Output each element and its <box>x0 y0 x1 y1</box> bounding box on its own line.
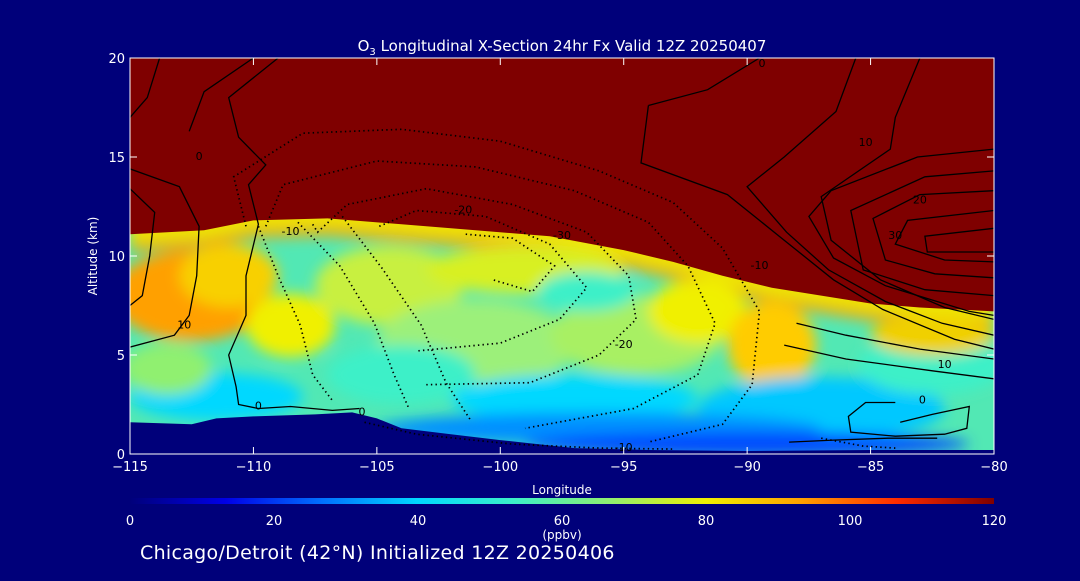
x-axis: −115 −110 −105 −100 −95 −90 −85 −80 <box>112 58 1008 475</box>
contour-line <box>808 148 994 317</box>
contour-line <box>850 170 994 297</box>
y-tick-label: 5 <box>117 349 125 364</box>
contour-label: 10 <box>177 318 191 331</box>
terrain-mask <box>130 412 994 454</box>
contour-line <box>820 58 994 321</box>
gradient-band <box>130 198 994 330</box>
contour-label: 10 <box>938 358 952 371</box>
x-tick-label: −80 <box>980 460 1007 475</box>
contour-label: 0 <box>919 394 926 407</box>
contour-lines <box>130 58 994 450</box>
contour-line <box>924 227 994 253</box>
x-tick-label: −110 <box>236 460 272 475</box>
contour-line <box>784 344 994 380</box>
colorbar-tick-label: 60 <box>554 514 571 529</box>
colorbar-tick-label: 120 <box>982 514 1007 529</box>
contour-line <box>847 401 971 437</box>
contour-label: -30 <box>553 229 571 242</box>
contour-label: 20 <box>913 194 927 207</box>
contour-label: 0 <box>255 400 262 413</box>
contour-line-negative <box>341 215 472 421</box>
concentration-blob <box>246 293 335 357</box>
contour-label: -20 <box>615 338 633 351</box>
contour-line <box>746 58 994 336</box>
x-tick-label: −85 <box>857 460 884 475</box>
title-rest: Longitudinal X-Section 24hr Fx Valid 12Z… <box>376 37 767 55</box>
title-subscript: 3 <box>369 47 375 58</box>
concentration-blob <box>524 432 970 454</box>
x-tick-label: −105 <box>359 460 395 475</box>
contour-line <box>796 322 994 360</box>
colorbar-tick-label: 20 <box>266 514 283 529</box>
contour-line <box>130 58 161 118</box>
contour-line-negative <box>378 209 588 352</box>
colorbar-ticks: 0 20 40 60 80 100 120 <box>126 514 1007 529</box>
concentration-field <box>130 198 994 454</box>
contour-line <box>789 437 938 443</box>
contour-line <box>258 405 360 412</box>
contour-line <box>227 58 279 410</box>
contour-line <box>648 58 760 107</box>
y-tick-label: 15 <box>108 151 125 166</box>
contour-label: -10 <box>282 225 300 238</box>
contour-line <box>188 58 254 132</box>
contour-line <box>130 168 200 348</box>
contour-label: -10 <box>751 259 769 272</box>
colorbar-unit-label: (ppbv) <box>542 528 581 542</box>
contour-line-negative <box>821 437 896 449</box>
colorbar: 0 20 40 60 80 100 120 (ppbv) <box>126 498 1007 542</box>
contour-line <box>894 209 994 263</box>
title-species: O <box>358 37 370 55</box>
contour-label: 0 <box>359 405 366 418</box>
y-axis: 0 5 10 15 20 <box>108 52 994 463</box>
concentration-blob <box>327 345 476 405</box>
colorbar-tick-label: 0 <box>126 514 134 529</box>
contour-line <box>130 188 156 307</box>
y-tick-label: 10 <box>108 250 125 265</box>
footer-caption: Chicago/Detroit (42°N) Initialized 12Z 2… <box>140 542 615 564</box>
colorbar-gradient <box>130 498 994 504</box>
concentration-blob <box>315 246 464 326</box>
concentration-blob <box>870 315 994 356</box>
x-tick-label: −90 <box>733 460 760 475</box>
concentration-blob <box>648 279 748 344</box>
concentration-blob <box>450 374 698 423</box>
contour-label: -20 <box>454 204 472 217</box>
gradient-band <box>130 198 994 320</box>
colorbar-tick-label: 80 <box>698 514 715 529</box>
contour-label: 10 <box>859 136 873 149</box>
contour-label: 0 <box>196 150 203 163</box>
stratosphere-band <box>130 58 994 312</box>
concentration-blob <box>537 271 637 312</box>
chart-title: O3 Longitudinal X-Section 24hr Fx Valid … <box>358 37 767 58</box>
concentration-blob <box>727 301 817 389</box>
contour-line <box>640 105 994 350</box>
contour-line-negative <box>232 128 761 443</box>
contour-label: 30 <box>888 229 902 242</box>
contour-label: 0 <box>759 57 766 70</box>
colorbar-tick-label: 40 <box>410 514 427 529</box>
concentration-blob <box>130 343 212 395</box>
y-tick-label: 0 <box>117 448 125 463</box>
contour-line <box>872 190 994 279</box>
concentration-blob <box>179 244 279 308</box>
x-tick-label: −115 <box>112 460 148 475</box>
colorbar-tick-label: 100 <box>838 514 863 529</box>
x-tick-label: −95 <box>610 460 637 475</box>
y-axis-label: Altitude (km) <box>86 217 100 296</box>
x-tick-label: −100 <box>482 460 518 475</box>
x-axis-label: Longitude <box>532 483 592 497</box>
y-tick-label: 20 <box>108 52 125 67</box>
contour-line-negative <box>465 233 556 293</box>
